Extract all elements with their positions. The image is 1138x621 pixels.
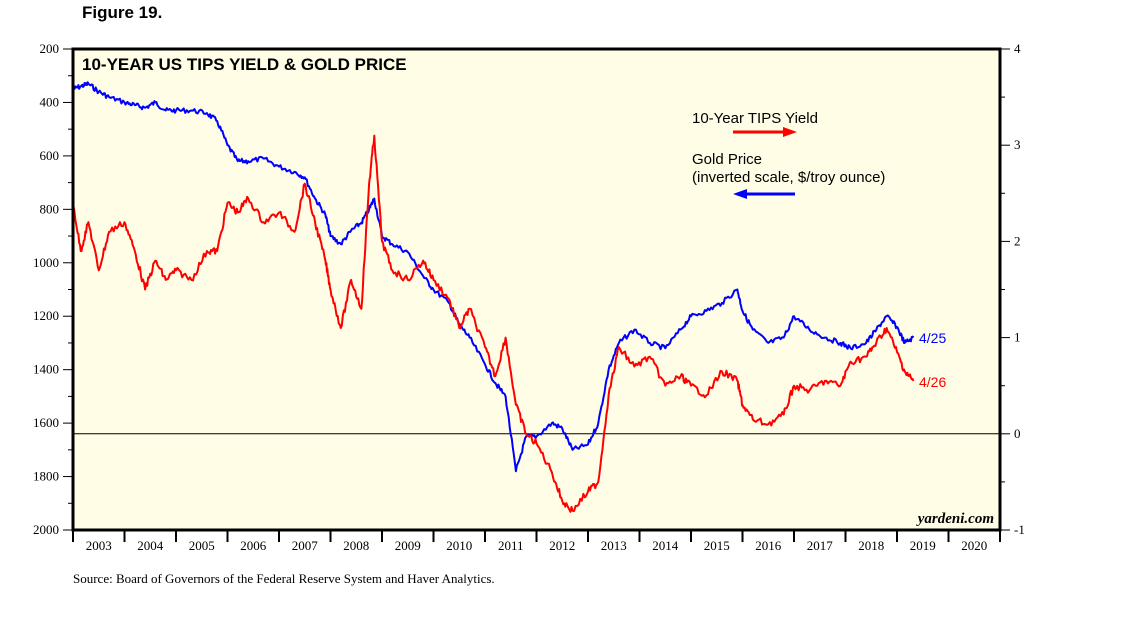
x-tick-label: 2013 (601, 538, 627, 553)
right-axis: 4 3 2 1 0 -1 (1000, 41, 1025, 537)
left-tick-label: 1800 (33, 469, 59, 484)
right-tick-label: 3 (1014, 137, 1021, 152)
x-tick-label: 2019 (910, 538, 936, 553)
right-tick-label: 4 (1014, 41, 1021, 56)
series-group (72, 81, 915, 513)
x-tick-label: 2016 (755, 538, 782, 553)
left-tick-label: 400 (40, 94, 60, 109)
right-tick-label: 2 (1014, 233, 1021, 248)
x-axis: 2003 2004 2005 2006 2007 2008 2009 2010 2011 2012… (72, 530, 1001, 553)
x-tick-label: 2010 (446, 538, 472, 553)
gold-end-label: 4/25 (919, 330, 946, 346)
plot-area (73, 49, 1000, 530)
x-tick-label: 2008 (343, 538, 369, 553)
legend: 10-Year TIPS Yield Gold Price (inverted … (692, 110, 885, 199)
legend-tips-arrow-icon (733, 127, 797, 137)
x-tick-label: 2009 (395, 538, 421, 553)
left-tick-label: 1600 (33, 415, 59, 430)
legend-gold-label: Gold Price (692, 151, 762, 168)
figure-label: Figure 19. (82, 3, 163, 22)
chart-title: 10-YEAR US TIPS YIELD & GOLD PRICE (82, 55, 407, 74)
x-tick-label: 2017 (807, 538, 834, 553)
right-tick-label: 0 (1014, 426, 1021, 441)
left-tick-label: 200 (40, 41, 60, 56)
right-tick-label: 1 (1014, 330, 1021, 345)
right-tick-label: -1 (1014, 522, 1025, 537)
x-tick-label: 2014 (652, 538, 679, 553)
left-tick-label: 2000 (33, 522, 59, 537)
x-tick-label: 2012 (549, 538, 575, 553)
x-tick-label: 2018 (858, 538, 884, 553)
tips-yield-line (72, 134, 915, 513)
x-tick-label: 2006 (240, 538, 267, 553)
source-note: Source: Board of Governors of the Federa… (73, 571, 495, 586)
x-tick-label: 2007 (292, 538, 319, 553)
x-tick-label: 2015 (704, 538, 730, 553)
legend-gold-arrow-icon (733, 189, 795, 199)
left-tick-label: 600 (40, 148, 60, 163)
x-tick-label: 2011 (498, 538, 524, 553)
left-tick-label: 1400 (33, 362, 59, 377)
watermark: yardeni.com (916, 511, 994, 527)
x-tick-label: 2005 (189, 538, 215, 553)
x-tick-label: 2020 (961, 538, 987, 553)
tips-end-label: 4/26 (919, 374, 946, 390)
left-tick-label: 1200 (33, 308, 59, 323)
legend-tips-label: 10-Year TIPS Yield (692, 110, 818, 127)
x-tick-label: 2004 (137, 538, 164, 553)
legend-gold-sublabel: (inverted scale, $/troy ounce) (692, 169, 885, 186)
left-tick-label: 800 (40, 201, 60, 216)
left-axis: 200 400 600 800 1000 1200 1400 1600 1800 2000 (33, 41, 73, 537)
gold-price-line (72, 81, 915, 473)
left-tick-label: 1000 (33, 255, 59, 270)
x-tick-label: 2003 (86, 538, 112, 553)
